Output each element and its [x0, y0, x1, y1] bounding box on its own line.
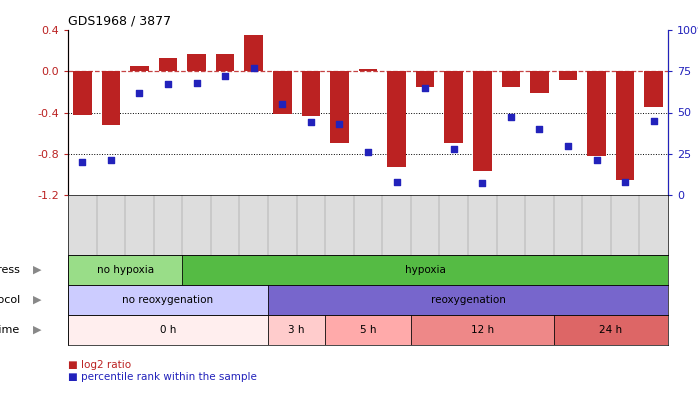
- Point: [477, 180, 488, 187]
- Text: time: time: [0, 325, 20, 335]
- Text: no reoxygenation: no reoxygenation: [122, 295, 214, 305]
- Bar: [325, 315, 411, 345]
- Bar: [387, 71, 406, 167]
- Text: stress: stress: [0, 265, 20, 275]
- Point: [77, 159, 88, 165]
- Text: 0 h: 0 h: [160, 325, 176, 335]
- Text: ▶: ▶: [34, 265, 42, 275]
- Point: [505, 114, 517, 121]
- Text: no hypoxia: no hypoxia: [96, 265, 154, 275]
- Text: 3 h: 3 h: [288, 325, 305, 335]
- Bar: [182, 255, 668, 285]
- Bar: [445, 71, 463, 143]
- Text: hypoxia: hypoxia: [405, 265, 445, 275]
- Point: [105, 157, 117, 164]
- Bar: [473, 71, 491, 171]
- Bar: [273, 71, 292, 113]
- Bar: [68, 285, 268, 315]
- Bar: [73, 71, 91, 115]
- Bar: [411, 315, 554, 345]
- Point: [334, 121, 345, 127]
- Point: [391, 179, 402, 185]
- Bar: [244, 35, 263, 71]
- Point: [648, 117, 660, 124]
- Text: 24 h: 24 h: [600, 325, 623, 335]
- Bar: [644, 71, 663, 107]
- Bar: [359, 69, 378, 71]
- Text: ■ log2 ratio: ■ log2 ratio: [68, 360, 131, 370]
- Point: [191, 79, 202, 86]
- Bar: [502, 71, 520, 87]
- Bar: [158, 58, 177, 71]
- Text: ▶: ▶: [34, 295, 42, 305]
- Bar: [187, 54, 206, 71]
- Bar: [102, 71, 120, 125]
- Point: [419, 85, 431, 91]
- Bar: [268, 285, 668, 315]
- Bar: [268, 315, 325, 345]
- Bar: [587, 71, 606, 156]
- Bar: [554, 315, 668, 345]
- Bar: [68, 315, 268, 345]
- Text: reoxygenation: reoxygenation: [431, 295, 505, 305]
- Point: [563, 142, 574, 149]
- Text: ▶: ▶: [34, 325, 42, 335]
- Bar: [530, 71, 549, 93]
- Text: GDS1968 / 3877: GDS1968 / 3877: [68, 15, 171, 28]
- Point: [534, 126, 545, 132]
- Bar: [216, 54, 235, 71]
- Bar: [616, 71, 634, 179]
- Text: ■ percentile rank within the sample: ■ percentile rank within the sample: [68, 372, 257, 382]
- Point: [620, 179, 631, 185]
- Text: protocol: protocol: [0, 295, 20, 305]
- Point: [134, 90, 145, 96]
- Point: [220, 73, 231, 79]
- Text: 5 h: 5 h: [359, 325, 376, 335]
- Bar: [330, 71, 349, 143]
- Point: [163, 81, 174, 88]
- Bar: [558, 71, 577, 79]
- Point: [305, 119, 316, 126]
- Bar: [68, 255, 182, 285]
- Point: [591, 157, 602, 164]
- Bar: [302, 71, 320, 115]
- Bar: [130, 66, 149, 71]
- Point: [448, 145, 459, 152]
- Text: 12 h: 12 h: [470, 325, 494, 335]
- Point: [248, 65, 259, 71]
- Bar: [416, 71, 434, 87]
- Point: [276, 101, 288, 107]
- Point: [362, 149, 373, 156]
